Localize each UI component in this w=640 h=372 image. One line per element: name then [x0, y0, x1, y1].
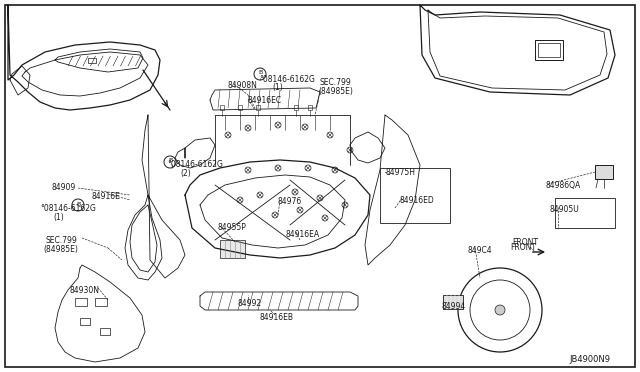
Text: B: B	[258, 71, 262, 76]
Text: SEC.799: SEC.799	[45, 236, 77, 245]
Bar	[220, 105, 224, 110]
Bar	[443, 295, 463, 309]
Bar	[100, 328, 110, 335]
Text: 84930N: 84930N	[69, 286, 99, 295]
Text: 84916EB: 84916EB	[260, 313, 294, 322]
Text: (1): (1)	[53, 213, 64, 222]
Bar	[95, 298, 107, 306]
Bar	[294, 105, 298, 110]
Text: 84916EA: 84916EA	[285, 230, 319, 239]
Text: 84955P: 84955P	[218, 223, 247, 232]
Bar	[555, 198, 615, 228]
Bar	[380, 168, 450, 223]
Text: 84908N: 84908N	[228, 81, 258, 90]
Text: B: B	[168, 158, 172, 164]
Text: 84916EC: 84916EC	[248, 96, 282, 105]
Bar	[538, 43, 560, 57]
Bar	[238, 105, 242, 110]
Text: (84985E): (84985E)	[43, 245, 78, 254]
Text: FRONT: FRONT	[510, 243, 536, 252]
Text: 84916ED: 84916ED	[400, 196, 435, 205]
Bar	[75, 298, 87, 306]
Text: (84985E): (84985E)	[318, 87, 353, 96]
Bar	[88, 58, 96, 63]
Text: FRONT: FRONT	[512, 238, 538, 247]
Text: 84916E: 84916E	[91, 192, 120, 201]
Text: 84909: 84909	[52, 183, 76, 192]
Text: 84992: 84992	[238, 299, 262, 308]
Circle shape	[495, 305, 505, 315]
Text: °08146-6162G: °08146-6162G	[167, 160, 223, 169]
Text: °08146-6162G: °08146-6162G	[40, 204, 96, 213]
Text: 84905U: 84905U	[550, 205, 580, 214]
Text: 84986QA: 84986QA	[545, 181, 580, 190]
Text: (2): (2)	[180, 169, 191, 178]
Text: (1): (1)	[272, 83, 283, 92]
Text: JB4900N9: JB4900N9	[569, 355, 610, 364]
Bar	[595, 165, 613, 179]
Text: 84976: 84976	[278, 197, 302, 206]
Text: °08146-6162G: °08146-6162G	[259, 75, 315, 84]
Text: SEC.799: SEC.799	[320, 78, 352, 87]
Bar	[80, 318, 90, 325]
Bar	[535, 40, 563, 60]
Text: B: B	[76, 202, 80, 206]
Bar	[308, 105, 312, 110]
Text: 84994: 84994	[442, 302, 467, 311]
Text: 849C4: 849C4	[468, 246, 493, 255]
Bar	[220, 240, 245, 258]
Text: 84975H: 84975H	[385, 168, 415, 177]
Bar	[256, 105, 260, 110]
